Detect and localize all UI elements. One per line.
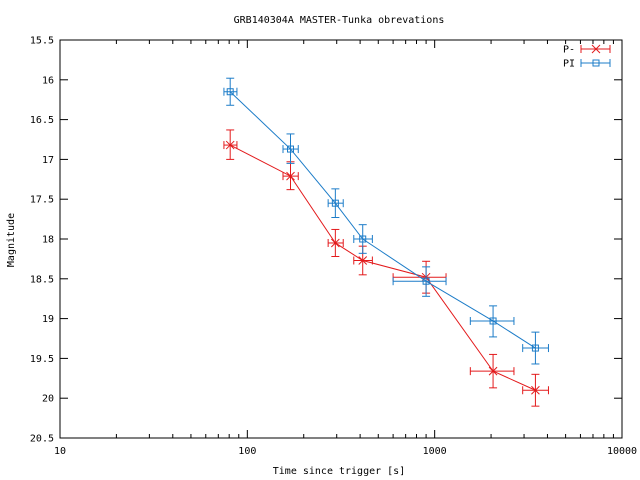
error-bar	[282, 133, 299, 164]
data-point	[358, 256, 368, 265]
data-point	[287, 145, 295, 153]
chart-title: GRB140304A MASTER-Tunka obrevations	[234, 15, 445, 26]
legend-label: PI	[563, 59, 575, 70]
y-tick-label: 17.5	[30, 195, 54, 206]
y-tick-label: 16	[42, 75, 54, 86]
x-tick-label: 10	[54, 446, 66, 457]
y-tick-label: 17	[42, 155, 54, 166]
x-axis-ticks: 10 100 1000 10000	[54, 40, 637, 457]
error-bar	[522, 331, 549, 365]
x-tick-label: 1000	[423, 446, 447, 457]
legend-swatch	[580, 59, 611, 67]
x-tick-label: 10000	[607, 446, 637, 457]
y-tick-label: 18.5	[30, 274, 54, 285]
y-axis-label: Magnitude	[6, 213, 17, 267]
error-bar	[327, 188, 344, 219]
data-point	[488, 366, 498, 376]
y-tick-label: 19.5	[30, 354, 54, 365]
data-point	[359, 235, 367, 243]
data-point	[226, 88, 234, 96]
data-point	[286, 171, 295, 181]
y-tick-label: 20.5	[30, 434, 54, 445]
error-bar	[223, 77, 238, 106]
error-bar	[392, 266, 447, 297]
data-point	[422, 277, 430, 285]
data-point	[489, 317, 497, 325]
y-tick-label: 20	[42, 394, 54, 405]
data-point	[225, 140, 235, 150]
series-layer	[223, 77, 549, 407]
error-bar	[469, 353, 515, 389]
legend-swatch	[580, 44, 611, 54]
y-tick-label: 15.5	[30, 36, 54, 47]
plot-frame	[59, 39, 623, 439]
data-point	[331, 199, 339, 207]
data-point	[531, 344, 539, 352]
y-axis-ticks: 15.5 16 16.5 17 17.5 18 18.5 19 19.5 20 20.5	[30, 36, 622, 445]
series-line	[229, 144, 536, 391]
series-1	[223, 129, 549, 407]
y-tick-label: 18	[42, 235, 54, 246]
x-axis-label: Time since trigger [s]	[273, 466, 405, 477]
y-tick-label: 16.5	[30, 115, 54, 126]
data-point	[330, 238, 340, 248]
series-line	[229, 91, 536, 349]
x-tick-label: 100	[238, 446, 256, 457]
error-bar	[469, 305, 515, 338]
legend: P- PI	[563, 44, 611, 70]
legend-label: P-	[563, 45, 575, 56]
error-bar	[353, 224, 373, 254]
series-2	[223, 77, 549, 365]
y-tick-label: 19	[42, 314, 54, 325]
data-point	[531, 385, 540, 395]
